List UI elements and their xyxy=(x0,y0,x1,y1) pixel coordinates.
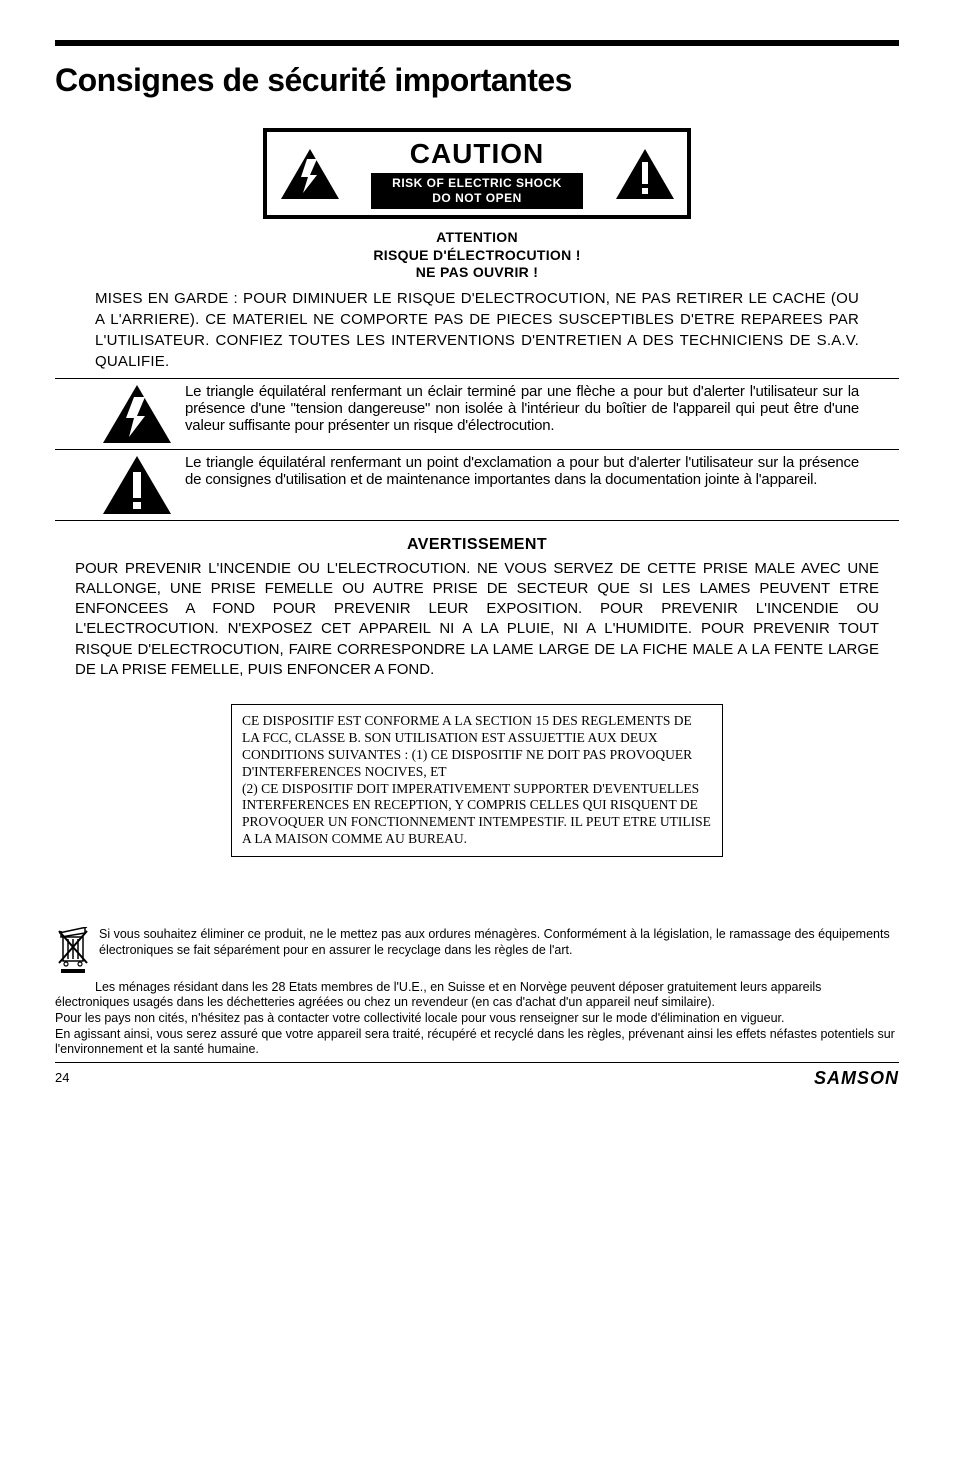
weee-first-para: Si vous souhaitez éliminer ce produit, n… xyxy=(55,927,899,980)
page-title: Consignes de sécurité importantes xyxy=(55,60,899,100)
weee-p2: Les ménages résidant dans les 28 Etats m… xyxy=(55,980,899,1011)
caution-exclam-triangle xyxy=(602,132,687,215)
weee-p1: Si vous souhaitez éliminer ce produit, n… xyxy=(99,927,899,980)
mises-en-garde: MISES EN GARDE : POUR DIMINUER LE RISQUE… xyxy=(95,288,859,372)
triangle-row-exclam: Le triangle équilatéral renfermant un po… xyxy=(55,449,899,521)
weee-p3: Pour les pays non cités, n'hésitez pas à… xyxy=(55,1011,899,1027)
caution-title: CAUTION xyxy=(354,136,600,171)
avertissement-heading: AVERTISSEMENT xyxy=(55,535,899,555)
caution-bolt-triangle xyxy=(267,132,352,215)
caution-bar-line1: RISK OF ELECTRIC SHOCK xyxy=(377,176,577,191)
attention-line2: RISQUE D'ÉLECTROCUTION ! xyxy=(55,247,899,265)
exclam-explanation: Le triangle équilatéral renfermant un po… xyxy=(179,454,859,489)
attention-line3: NE PAS OUVRIR ! xyxy=(55,264,899,282)
caution-center: CAUTION RISK OF ELECTRIC SHOCK DO NOT OP… xyxy=(352,132,602,215)
caution-bar: RISK OF ELECTRIC SHOCK DO NOT OPEN xyxy=(371,173,583,209)
weee-section: Si vous souhaitez éliminer ce produit, n… xyxy=(55,927,899,1063)
bolt-triangle-icon xyxy=(279,147,341,201)
exclam-triangle-icon xyxy=(101,454,173,516)
caution-box: CAUTION RISK OF ELECTRIC SHOCK DO NOT OP… xyxy=(263,128,691,219)
attention-line1: ATTENTION xyxy=(55,229,899,247)
bolt-explanation: Le triangle équilatéral renfermant un éc… xyxy=(179,383,859,435)
avertissement-text: POUR PREVENIR L'INCENDIE OU L'ELECTROCUT… xyxy=(75,559,879,681)
weee-bin-icon xyxy=(55,927,99,980)
bolt-triangle-icon xyxy=(101,383,173,445)
top-rule xyxy=(55,40,899,46)
brand-logo: SAMSON xyxy=(814,1067,899,1090)
fcc-compliance-box: CE DISPOSITIF EST CONFORME A LA SECTION … xyxy=(231,704,723,857)
triangle-row-bolt: Le triangle équilatéral renfermant un éc… xyxy=(55,378,899,449)
caution-bar-line2: DO NOT OPEN xyxy=(377,191,577,206)
exclam-triangle-icon xyxy=(614,147,676,201)
page-number: 24 xyxy=(55,1070,69,1086)
page-footer: 24 SAMSON xyxy=(55,1067,899,1090)
exclam-triangle-small xyxy=(95,454,179,516)
bolt-triangle-small xyxy=(95,383,179,445)
weee-p4: En agissant ainsi, vous serez assuré que… xyxy=(55,1027,899,1058)
